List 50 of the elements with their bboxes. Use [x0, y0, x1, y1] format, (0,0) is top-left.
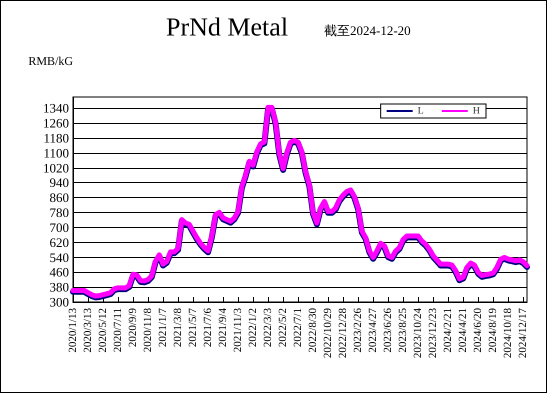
x-tick-label: 2021/7/6 [202, 308, 214, 348]
x-tick-label: 2023/10/24 [412, 308, 424, 358]
x-tick-label: 2022/8/30 [307, 308, 320, 353]
y-tick-label: 300 [50, 294, 69, 310]
x-tick-label: 2020/11/8 [142, 308, 154, 352]
x-tick-label: 2021/5/7 [187, 308, 200, 348]
y-tick-label: 460 [50, 264, 69, 280]
x-tick-label: 2020/9/9 [127, 308, 140, 348]
x-tick-label: 2024/2/21 [442, 308, 454, 353]
x-tick-label: 2021/3/8 [172, 308, 184, 348]
x-tick-label: 2024/8/19 [487, 308, 500, 353]
x-tick-label: 2023/4/27 [367, 308, 380, 353]
chart-title: PrNd Metal [166, 12, 288, 42]
x-tick-label: 2024/12/17 [517, 308, 530, 358]
x-tick-label: 2023/6/26 [382, 308, 394, 353]
y-tick-label: 1260 [43, 116, 69, 131]
x-tick-label: 2022/10/29 [322, 308, 334, 358]
x-tick-label: 2021/11/3 [232, 308, 244, 352]
x-tick-label: 2024/4/21 [457, 308, 470, 353]
y-tick-label: 540 [50, 250, 69, 265]
x-tick-label: 2021/1/7 [157, 308, 170, 348]
y-tick-label: 1180 [43, 130, 69, 146]
legend-label: L [418, 106, 424, 116]
x-tick-label: 2023/12/23 [427, 308, 440, 358]
x-tick-label: 2020/1/13 [67, 308, 79, 353]
y-tick-label: 860 [50, 190, 69, 206]
x-tick-label: 2020/7/11 [112, 308, 124, 352]
y-tick-label: 620 [50, 234, 69, 250]
y-tick-label: 380 [50, 280, 69, 295]
x-tick-label: 2024/6/20 [472, 308, 484, 353]
y-tick-label: 1340 [43, 100, 69, 116]
x-tick-label: 2024/10/18 [502, 308, 514, 358]
legend-label: H [472, 106, 480, 116]
x-tick-label: 2023/8/25 [397, 308, 410, 353]
x-tick-label: 2021/9/4 [217, 308, 230, 348]
y-tick-label: 700 [50, 220, 69, 235]
x-tick-label: 2022/12/28 [337, 308, 350, 358]
x-tick-label: 2022/7/1 [292, 308, 304, 348]
x-tick-label: 2022/3/3 [262, 308, 274, 348]
y-tick-label: 780 [50, 205, 69, 220]
x-tick-label: 2022/5/2 [277, 308, 290, 348]
x-tick-label: 2022/1/2 [247, 308, 260, 348]
y-axis-title: RMB/kG [28, 54, 74, 68]
y-tick-label: 1100 [43, 145, 69, 160]
y-tick-label: 940 [50, 175, 69, 190]
x-tick-label: 2023/2/26 [352, 308, 364, 353]
x-tick-label: 2020/3/13 [82, 308, 94, 353]
x-tick-label: 2020/5/12 [97, 308, 110, 353]
y-tick-label: 1020 [43, 160, 69, 176]
chart-subtitle: 截至2024-12-20 [324, 23, 411, 38]
